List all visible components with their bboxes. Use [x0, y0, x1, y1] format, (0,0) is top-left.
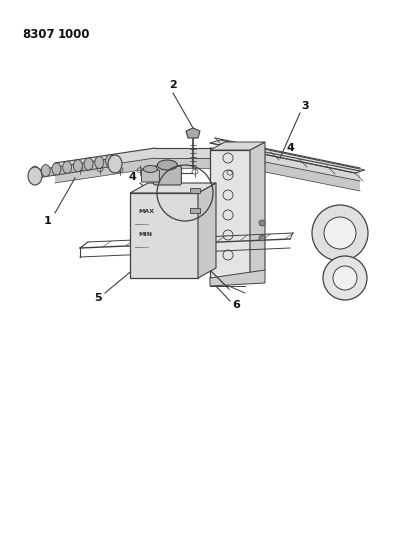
Ellipse shape — [28, 167, 42, 185]
Polygon shape — [130, 183, 216, 193]
Ellipse shape — [63, 161, 72, 173]
Ellipse shape — [30, 166, 39, 178]
FancyBboxPatch shape — [153, 166, 181, 185]
Polygon shape — [55, 148, 359, 181]
Circle shape — [323, 217, 355, 249]
Polygon shape — [184, 193, 209, 205]
Ellipse shape — [41, 165, 50, 176]
Ellipse shape — [84, 158, 93, 170]
Ellipse shape — [108, 155, 122, 173]
Polygon shape — [30, 158, 115, 179]
Text: MAX: MAX — [138, 209, 154, 214]
Text: 1000: 1000 — [58, 28, 90, 41]
Text: 2: 2 — [169, 80, 176, 90]
Text: ─────: ───── — [134, 221, 148, 226]
Polygon shape — [55, 158, 359, 191]
Circle shape — [258, 235, 264, 241]
Ellipse shape — [105, 155, 114, 167]
Polygon shape — [209, 270, 264, 286]
Text: 8307: 8307 — [22, 28, 54, 41]
Polygon shape — [189, 208, 200, 213]
Polygon shape — [130, 193, 198, 278]
Ellipse shape — [94, 156, 103, 168]
Circle shape — [332, 266, 356, 290]
Text: 6: 6 — [231, 300, 239, 310]
Polygon shape — [209, 150, 249, 278]
Text: 4: 4 — [285, 143, 293, 153]
Circle shape — [311, 205, 367, 261]
Circle shape — [258, 220, 264, 226]
Text: ─────: ───── — [134, 244, 148, 249]
Text: 3: 3 — [301, 101, 308, 111]
Text: 1: 1 — [44, 216, 52, 226]
Polygon shape — [198, 183, 216, 278]
Ellipse shape — [52, 163, 61, 175]
Polygon shape — [209, 140, 364, 173]
FancyBboxPatch shape — [141, 170, 159, 182]
Text: MIN: MIN — [138, 232, 152, 237]
Ellipse shape — [157, 160, 177, 170]
Circle shape — [322, 256, 366, 300]
Ellipse shape — [73, 160, 82, 172]
Ellipse shape — [143, 166, 157, 173]
Text: 4: 4 — [128, 172, 136, 182]
Text: 5: 5 — [94, 293, 101, 303]
Polygon shape — [209, 142, 264, 150]
Polygon shape — [249, 142, 264, 278]
Polygon shape — [189, 188, 200, 193]
Polygon shape — [186, 128, 200, 138]
